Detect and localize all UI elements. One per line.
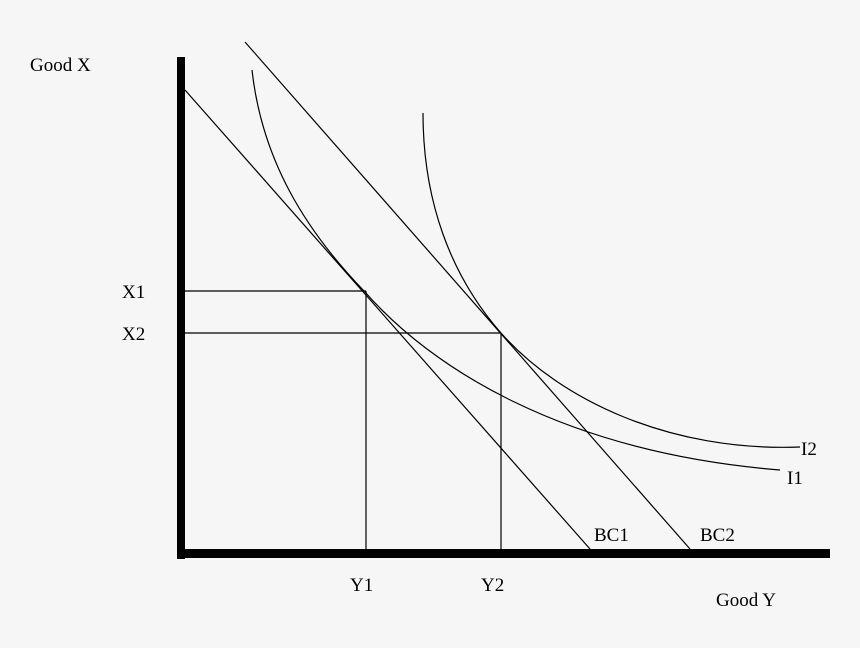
i2-label: I2 bbox=[801, 439, 817, 460]
bc1-label: BC1 bbox=[594, 525, 629, 546]
budget-constraint-bc2 bbox=[244, 41, 691, 550]
i1-label: I1 bbox=[787, 468, 803, 489]
x2-label: X2 bbox=[122, 324, 145, 345]
indifference-curve-i1 bbox=[251, 69, 781, 471]
y2-label: Y2 bbox=[481, 575, 504, 596]
x1-label: X1 bbox=[122, 282, 145, 303]
budget-constraint-bc1 bbox=[184, 89, 591, 550]
bc2-label: BC2 bbox=[700, 525, 735, 546]
horizontal-axis bbox=[177, 549, 830, 558]
indifference-curve-i2 bbox=[422, 112, 801, 448]
y-axis-label: Good X bbox=[30, 55, 91, 76]
x-axis-label: Good Y bbox=[716, 590, 776, 611]
y1-label: Y1 bbox=[350, 575, 373, 596]
vertical-axis bbox=[177, 57, 185, 559]
